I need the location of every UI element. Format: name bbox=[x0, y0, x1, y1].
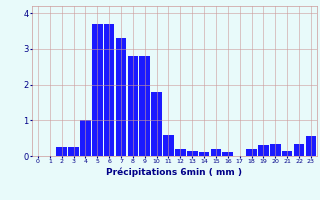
Bar bbox=[68, 147, 79, 156]
Bar bbox=[80, 120, 91, 156]
Bar bbox=[282, 151, 292, 156]
Bar bbox=[270, 144, 281, 156]
Bar bbox=[92, 24, 103, 156]
Bar bbox=[175, 149, 186, 156]
Bar bbox=[294, 144, 304, 156]
Bar bbox=[187, 151, 197, 156]
Bar bbox=[211, 149, 221, 156]
Bar bbox=[163, 135, 174, 156]
Bar bbox=[140, 56, 150, 156]
Bar bbox=[128, 56, 138, 156]
Bar bbox=[258, 145, 269, 156]
Bar bbox=[116, 38, 126, 156]
Bar bbox=[246, 149, 257, 156]
Bar bbox=[104, 24, 115, 156]
Bar bbox=[199, 152, 209, 156]
Bar bbox=[222, 152, 233, 156]
Bar bbox=[306, 136, 316, 156]
Bar bbox=[56, 147, 67, 156]
Bar bbox=[151, 92, 162, 156]
X-axis label: Précipitations 6min ( mm ): Précipitations 6min ( mm ) bbox=[106, 167, 243, 177]
